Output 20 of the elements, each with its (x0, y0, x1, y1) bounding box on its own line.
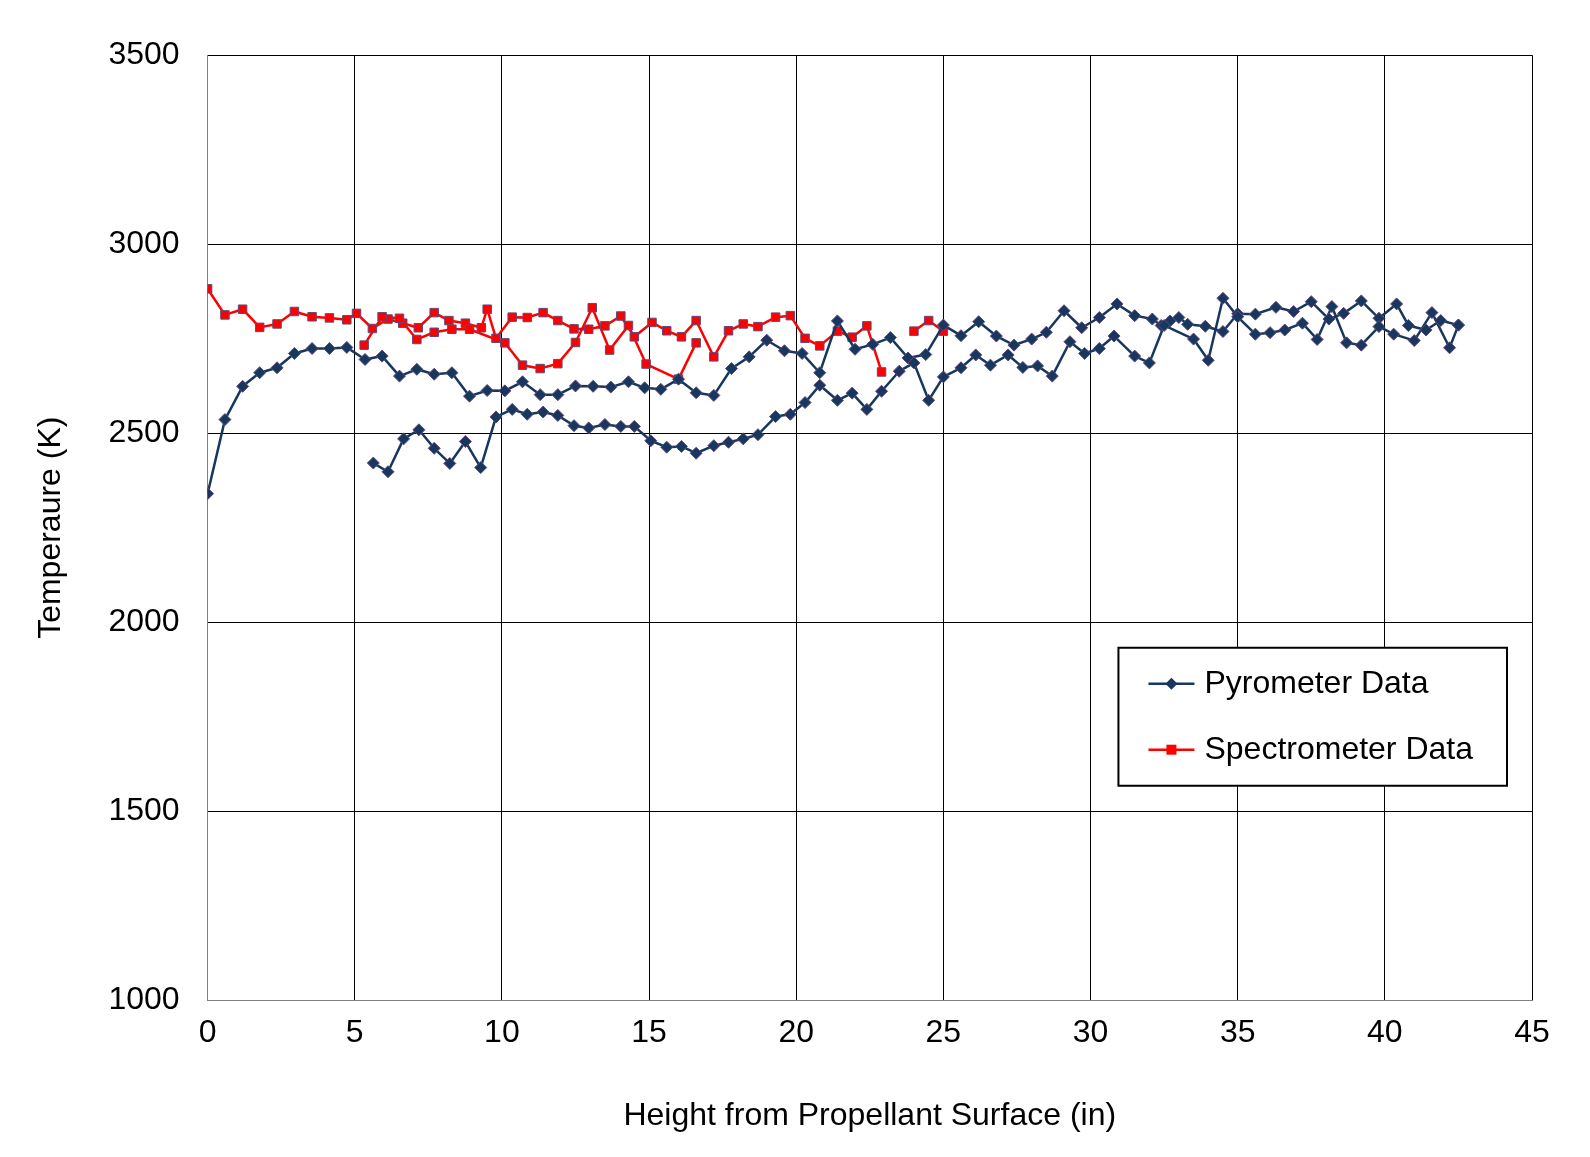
legend-label: Pyrometer Data (1204, 663, 1429, 700)
y-tick-label: 1000 (108, 980, 180, 1017)
x-tick-label: 20 (778, 1013, 815, 1050)
y-tick-label: 3500 (108, 35, 180, 72)
x-tick-label: 5 (345, 1013, 364, 1050)
x-tick-label: 25 (925, 1013, 962, 1050)
x-tick-label: 40 (1367, 1013, 1403, 1050)
x-tick-label: 45 (1514, 1013, 1550, 1050)
y-tick-label: 2500 (108, 413, 180, 450)
x-tick-label: 10 (484, 1013, 520, 1050)
x-tick-label: 15 (631, 1013, 667, 1050)
y-axis-title: Temperaure (K) (31, 416, 68, 639)
y-tick-label: 3000 (108, 224, 180, 261)
x-axis-title: Height from Propellant Surface (in) (623, 1095, 1117, 1132)
legend-label: Spectrometer Data (1204, 729, 1474, 766)
x-tick-label: 35 (1219, 1013, 1256, 1050)
y-tick-label: 2000 (108, 602, 180, 639)
x-tick-label: 30 (1072, 1013, 1109, 1050)
y-tick-label: 1500 (108, 791, 180, 828)
x-tick-label: 0 (198, 1013, 217, 1050)
